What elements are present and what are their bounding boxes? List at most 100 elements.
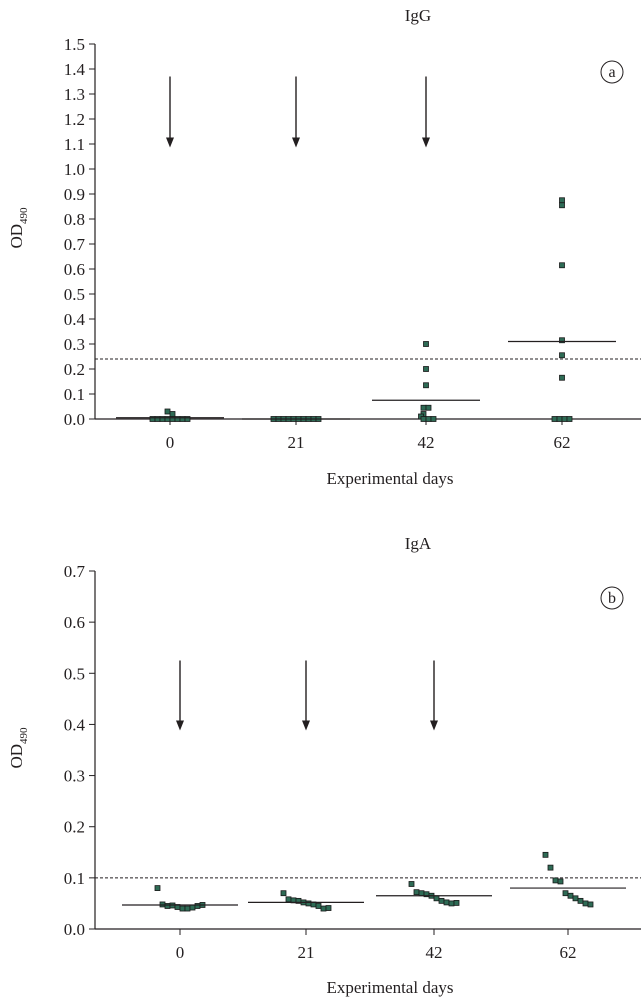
- data-point: [184, 416, 191, 422]
- data-point: [547, 864, 554, 871]
- y-tick-label: 1.3: [64, 85, 85, 104]
- data-point: [582, 900, 589, 907]
- data-point: [448, 900, 455, 907]
- y-tick-label: 0.6: [64, 260, 85, 279]
- x-tick-label: 21: [298, 943, 315, 962]
- booster-arrowhead: [176, 720, 184, 731]
- y-tick-label: 1.1: [64, 135, 85, 154]
- booster-arrowhead: [292, 137, 300, 148]
- booster-arrowhead: [430, 720, 438, 731]
- y-tick-label: 1.0: [64, 160, 85, 179]
- data-point: [280, 890, 287, 897]
- panel-label: b: [608, 590, 616, 607]
- data-point: [418, 890, 425, 897]
- data-point: [551, 416, 558, 422]
- x-tick-label: 62: [554, 433, 571, 452]
- booster-arrowhead: [166, 137, 174, 148]
- data-point: [305, 900, 312, 907]
- booster-arrowhead: [422, 137, 430, 148]
- data-point: [425, 416, 432, 422]
- data-point: [423, 366, 429, 372]
- data-point: [559, 374, 565, 381]
- data-point: [164, 903, 171, 909]
- data-point: [438, 897, 445, 904]
- y-tick-label: 0.3: [64, 767, 85, 786]
- data-point: [325, 905, 332, 911]
- panel-label-circle: [600, 60, 624, 84]
- data-point: [420, 416, 427, 422]
- data-point: [572, 895, 579, 902]
- y-tick-label: 0.0: [64, 410, 85, 429]
- data-point: [408, 881, 415, 887]
- data-point: [567, 892, 574, 899]
- y-tick-label: 0.5: [64, 664, 85, 683]
- y-tick-label: 0.9: [64, 185, 85, 204]
- y-axis-label-subscript: 490: [18, 727, 30, 744]
- data-point: [189, 904, 196, 911]
- data-point: [559, 352, 565, 359]
- y-tick-label: 0.1: [64, 385, 85, 404]
- data-point: [154, 885, 161, 891]
- y-tick-label: 0.7: [64, 235, 86, 254]
- y-tick-label: 0.3: [64, 335, 85, 354]
- x-axis-label: Experimental days: [327, 978, 454, 997]
- y-tick-label: 0.0: [64, 920, 85, 939]
- y-tick-label: 0.1: [64, 869, 85, 888]
- data-point: [561, 416, 568, 422]
- data-point: [552, 877, 559, 884]
- chart-title: IgG: [405, 6, 431, 25]
- x-tick-label: 42: [426, 943, 443, 962]
- data-point: [562, 890, 569, 897]
- x-tick-label: 62: [560, 943, 577, 962]
- data-point: [423, 382, 429, 389]
- data-point: [433, 895, 440, 902]
- chart-title: IgA: [405, 534, 432, 553]
- data-point: [194, 903, 201, 909]
- y-tick-label: 0.2: [64, 818, 85, 837]
- data-point: [285, 896, 292, 903]
- chart-panel-igg: IgG 0.0 0.1 0.2 0.3 0.4 0.5 0.6 0.7 0.8 0.9 1.0 1.1 1…: [7, 6, 641, 488]
- data-point: [566, 416, 573, 422]
- data-point: [164, 408, 171, 415]
- x-tick-label: 21: [288, 433, 305, 452]
- data-point: [430, 416, 437, 422]
- booster-arrowhead: [302, 720, 310, 731]
- x-axis-label: Experimental days: [327, 469, 454, 488]
- y-tick-label: 0.4: [64, 310, 86, 329]
- y-tick-label: 1.5: [64, 35, 85, 54]
- panel-label: a: [608, 64, 615, 81]
- x-tick-label: 0: [166, 433, 175, 452]
- y-axis-label: OD490: [7, 727, 30, 769]
- y-axis-label: OD490: [7, 207, 30, 249]
- data-point: [577, 897, 584, 904]
- y-tick-label: 0.5: [64, 285, 85, 304]
- y-axis-label-subscript: 490: [18, 207, 30, 224]
- data-point: [559, 202, 565, 209]
- data-point: [179, 905, 186, 912]
- data-point: [557, 878, 564, 885]
- x-tick-label: 0: [176, 943, 185, 962]
- data-point: [559, 262, 565, 269]
- y-tick-label: 1.4: [64, 60, 86, 79]
- data-point: [184, 905, 191, 912]
- data-point: [425, 404, 432, 411]
- x-tick-label: 42: [418, 433, 435, 452]
- data-point: [559, 337, 565, 344]
- data-point: [320, 905, 327, 912]
- data-point: [556, 416, 563, 422]
- data-point: [559, 197, 565, 204]
- data-point: [315, 903, 322, 909]
- data-point: [453, 900, 460, 906]
- chart-panel-iga: IgA 0.0 0.1 0.2 0.3 0.4 0.5 0.6 0.7 0 21 42 62 Experi…: [7, 534, 641, 997]
- y-tick-label: 0.8: [64, 210, 85, 229]
- data-point: [423, 341, 429, 347]
- data-point: [587, 901, 594, 908]
- y-tick-label: 0.6: [64, 613, 85, 632]
- data-point: [169, 411, 176, 417]
- y-tick-label: 0.2: [64, 360, 85, 379]
- y-tick-label: 0.7: [64, 562, 86, 581]
- data-point: [542, 851, 549, 858]
- y-tick-label: 0.4: [64, 715, 86, 734]
- y-tick-label: 1.2: [64, 110, 85, 129]
